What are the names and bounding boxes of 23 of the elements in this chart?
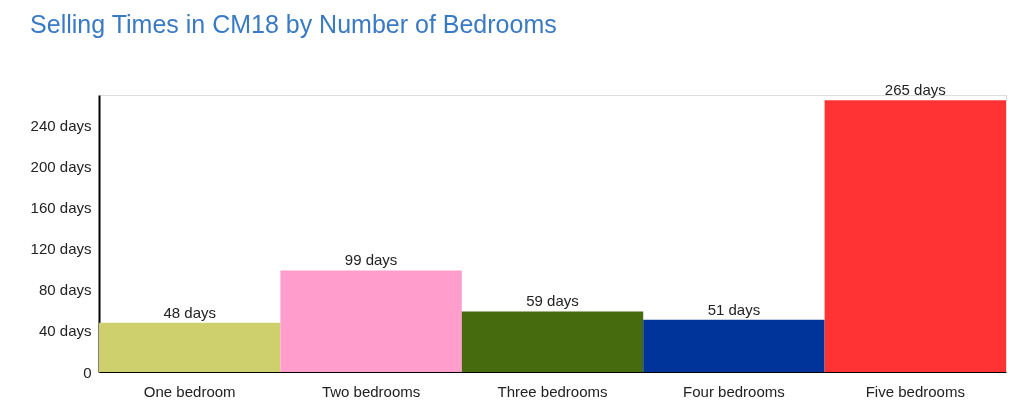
y-tick-label: 40 days: [38, 322, 92, 340]
y-tick-label: 200 days: [30, 158, 92, 176]
data-label: 99 days: [344, 251, 398, 269]
x-tick-label: Five bedrooms: [865, 382, 965, 400]
x-tick-label: Three bedrooms: [497, 382, 608, 400]
data-label: 51 days: [707, 300, 761, 318]
x-tick-label: Two bedrooms: [321, 382, 421, 400]
x-tick-label: One bedroom: [143, 382, 236, 400]
data-label: 48 days: [163, 303, 216, 321]
bar: [461, 311, 644, 372]
data-label: 59 days: [526, 292, 579, 310]
y-tick-label: 160 days: [30, 199, 92, 217]
bar: [280, 270, 462, 372]
y-tick-label: 120 days: [30, 240, 92, 258]
y-tick-label: 80 days: [38, 281, 92, 299]
bar: [824, 100, 1006, 372]
bar: [643, 319, 825, 372]
bar: [99, 322, 281, 372]
y-tick-label: 240 days: [30, 117, 92, 135]
data-label: 265 days: [884, 81, 946, 99]
y-tick-label: 0: [83, 363, 92, 381]
chart-title: Selling Times in CM18 by Number of Bedrooms: [30, 10, 557, 39]
x-tick-label: Four bedrooms: [683, 382, 785, 400]
